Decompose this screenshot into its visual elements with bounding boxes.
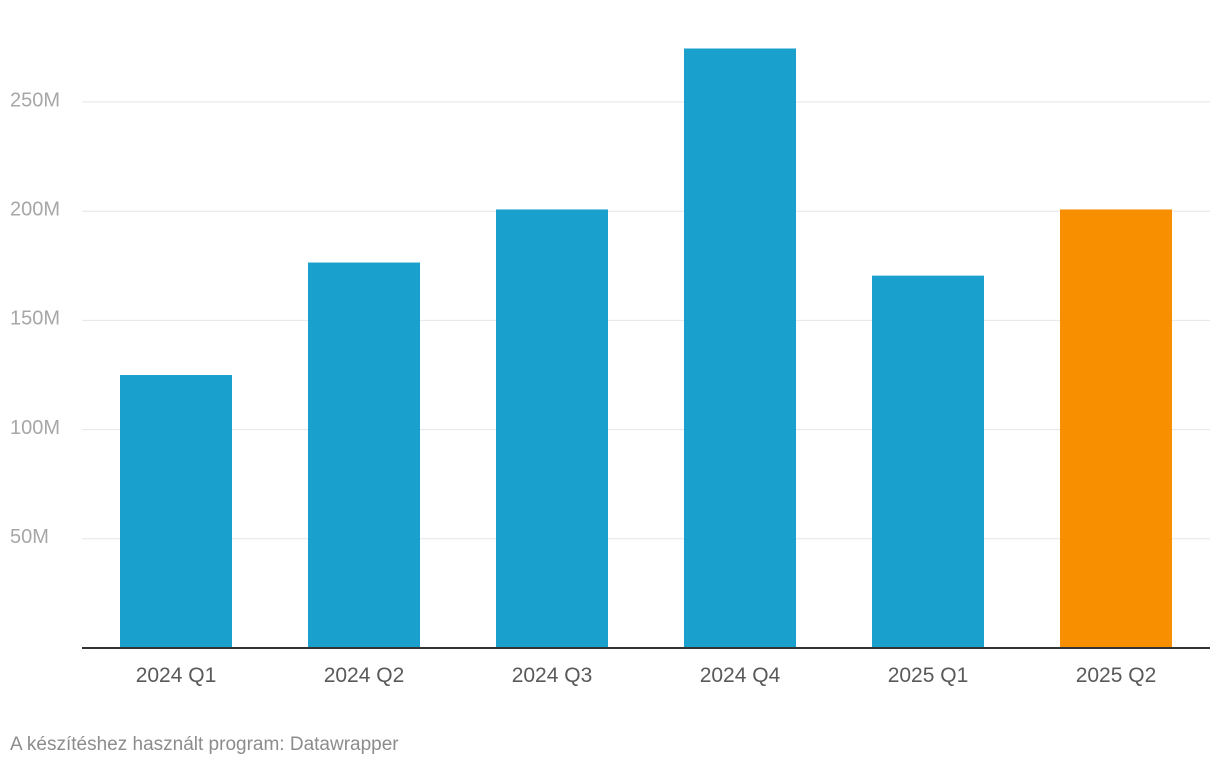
credit-note: A készítéshez használt program: Datawrap… [10,734,399,755]
x-tick-label: 2024 Q1 [136,664,217,687]
y-axis-ticks: 50M 100M 150M 200M 250M [10,89,60,548]
y-tick-label: 100M [10,417,60,439]
bar [684,48,796,648]
x-tick-label: 2025 Q2 [1076,664,1157,687]
gridlines [82,101,1210,540]
x-tick-label: 2024 Q3 [512,664,593,687]
y-tick-label: 150M [10,308,60,330]
y-tick-label: 50M [10,526,49,548]
x-tick-label: 2024 Q2 [324,664,405,687]
x-axis-ticks: 2024 Q1 2024 Q2 2024 Q3 2024 Q4 2025 Q1 2025 … [136,664,1157,687]
y-tick-label: 200M [10,198,60,220]
bar [1060,209,1172,648]
bars [120,48,1172,648]
x-tick-label: 2024 Q4 [700,664,781,687]
bar [308,262,420,648]
bar [872,275,984,648]
bar [496,209,608,648]
y-tick-label: 250M [10,89,60,111]
bar-chart: 50M 100M 150M 200M 250M 2024 Q1 2024 Q2 2024 Q… [10,48,1210,687]
x-tick-label: 2025 Q1 [888,664,969,687]
bar [120,375,232,648]
